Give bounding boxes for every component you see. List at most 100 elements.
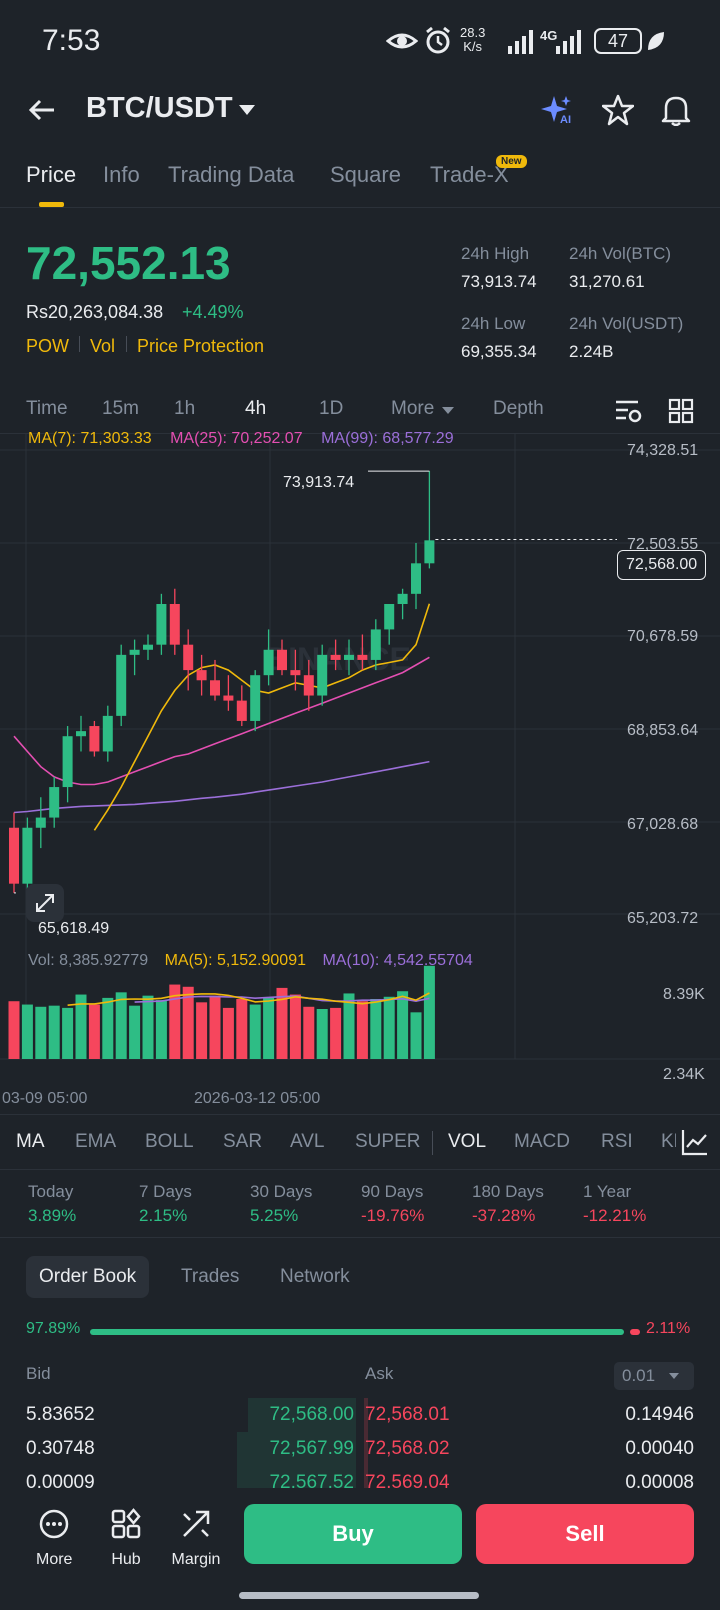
volume-bar xyxy=(169,984,181,1059)
tab-info[interactable]: Info xyxy=(103,162,140,187)
precision-caret-icon xyxy=(669,1373,679,1379)
volume-bar xyxy=(276,987,288,1059)
ind-ema[interactable]: EMA xyxy=(75,1131,117,1152)
perf-value: 5.25% xyxy=(250,1206,299,1225)
vol-usdt-value: 2.24B xyxy=(569,342,614,361)
bid-depth-bar xyxy=(237,1466,356,1492)
ind-sar[interactable]: SAR xyxy=(223,1131,263,1152)
candle xyxy=(370,629,381,660)
candle xyxy=(183,644,194,671)
volume-bar xyxy=(222,1007,234,1059)
tag-pow[interactable]: POW xyxy=(26,336,69,356)
volume-bar xyxy=(289,994,301,1059)
candle xyxy=(357,654,368,660)
more-button[interactable]: More xyxy=(36,1508,72,1569)
book-row[interactable]: 0.30748 72,567.99 72,568.02 0.00040 xyxy=(0,1432,720,1466)
perf-value: -19.76% xyxy=(361,1206,425,1225)
book-row[interactable]: 0.00009 72,567.52 72,569.04 0.00008 xyxy=(0,1466,720,1492)
ma7-line xyxy=(93,603,431,831)
star-icon[interactable] xyxy=(602,94,634,126)
ratio-ask-fill xyxy=(630,1329,640,1335)
buy-button[interactable]: Buy xyxy=(244,1504,462,1564)
perf-item: 7 Days 2.15% xyxy=(139,1182,192,1226)
grid-layout-icon[interactable] xyxy=(668,398,694,424)
tab-trades[interactable]: Trades xyxy=(181,1266,240,1287)
tab-trading-data[interactable]: Trading Data xyxy=(168,162,295,187)
perf-item: 1 Year -12.21% xyxy=(583,1182,646,1226)
perf-label: 180 Days xyxy=(472,1182,544,1201)
candlestick-chart[interactable]: BINANCE xyxy=(0,434,720,1114)
interval-1d[interactable]: 1D xyxy=(319,398,344,419)
chart-settings-icon[interactable] xyxy=(614,398,642,424)
back-arrow-icon[interactable] xyxy=(28,98,56,122)
vol-tick: 8.39K xyxy=(663,986,705,1003)
volume-bar xyxy=(62,1007,74,1059)
tab-network[interactable]: Network xyxy=(280,1266,350,1287)
tab-order-book[interactable]: Order Book xyxy=(26,1256,150,1298)
perf-label: 30 Days xyxy=(250,1182,313,1201)
volume-bar xyxy=(263,997,275,1059)
perf-value: 3.89% xyxy=(28,1206,77,1225)
vol-ma10-label: MA(10): 4,542.55704 xyxy=(322,952,473,969)
signal-icon xyxy=(508,30,533,54)
candle xyxy=(344,654,354,660)
candle xyxy=(250,675,261,721)
volume-bar xyxy=(423,965,435,1059)
interval-depth[interactable]: Depth xyxy=(493,398,544,419)
tab-trade-x[interactable]: Trade-X xyxy=(430,162,509,187)
bell-icon[interactable] xyxy=(661,94,691,126)
indicator-settings-button[interactable] xyxy=(676,1125,720,1159)
volume-bar xyxy=(249,1004,261,1059)
indicator-tabs: MA EMA BOLL SAR AVL SUPER VOL MACD RSI K… xyxy=(0,1114,720,1170)
pair-title[interactable]: BTC/USDT xyxy=(86,92,233,124)
vol-legend: Vol: 8,385.92779 MA(5): 5,152.90091 MA(1… xyxy=(28,952,473,970)
volume-bar xyxy=(383,996,395,1059)
volume-bar xyxy=(410,1012,422,1059)
ind-vol[interactable]: VOL xyxy=(448,1131,487,1152)
ind-ma[interactable]: MA xyxy=(16,1131,45,1152)
vol-btc-value: 31,270.61 xyxy=(569,272,645,291)
line-chart-icon xyxy=(681,1130,707,1156)
volume-bar xyxy=(88,1004,100,1059)
tab-price[interactable]: Price xyxy=(26,162,77,187)
tag-vol[interactable]: Vol xyxy=(90,336,116,356)
bid-ask-ratio: 97.89% 2.11% xyxy=(0,1318,720,1348)
bid-depth-bar xyxy=(237,1432,356,1466)
alarm-icon xyxy=(426,26,450,54)
hub-button[interactable]: Hub xyxy=(110,1508,142,1569)
interval-1h[interactable]: 1h xyxy=(174,398,196,419)
x-label: 03-09 05:00 xyxy=(2,1090,88,1107)
ind-kdj[interactable]: KDJ xyxy=(661,1131,679,1152)
network-type: 4G xyxy=(540,28,558,43)
vol-usdt-label: 24h Vol(USDT) xyxy=(569,314,684,333)
ind-boll[interactable]: BOLL xyxy=(145,1131,194,1152)
interval-15m[interactable]: 15m xyxy=(102,398,139,419)
volume-bar xyxy=(356,1001,368,1059)
book-row[interactable]: 5.83652 72,568.00 72,568.01 0.14946 xyxy=(0,1398,720,1432)
ai-sparkle-icon[interactable]: AI xyxy=(540,94,576,128)
perf-value: 2.15% xyxy=(139,1206,188,1225)
ind-avl[interactable]: AVL xyxy=(290,1131,325,1152)
perf-label: 1 Year xyxy=(583,1182,632,1201)
margin-button[interactable]: Margin xyxy=(170,1508,222,1569)
ind-macd[interactable]: MACD xyxy=(514,1131,570,1152)
expand-chart-button[interactable] xyxy=(26,884,64,922)
ind-super[interactable]: SUPER xyxy=(355,1131,421,1152)
interval-time[interactable]: Time xyxy=(26,398,68,419)
home-indicator[interactable] xyxy=(239,1592,479,1599)
candle xyxy=(116,654,127,716)
tab-square[interactable]: Square xyxy=(330,162,401,187)
precision-select[interactable]: 0.01 xyxy=(614,1362,694,1390)
perf-value: -12.21% xyxy=(583,1206,647,1225)
caret-down-icon[interactable] xyxy=(238,104,256,116)
ind-rsi[interactable]: RSI xyxy=(601,1131,633,1152)
tag-price-protection[interactable]: Price Protection xyxy=(137,336,265,356)
vol-ma10-line xyxy=(134,995,430,1003)
sell-button[interactable]: Sell xyxy=(476,1504,694,1564)
more-caret-icon[interactable] xyxy=(441,406,455,415)
candle xyxy=(62,736,73,788)
volume-bar xyxy=(370,999,382,1059)
interval-more[interactable]: More xyxy=(391,398,435,419)
interval-4h[interactable]: 4h xyxy=(245,398,267,419)
price-chart[interactable]: BINANCE MA(7): 71,303.33 MA(25): 70,252.… xyxy=(0,430,720,1114)
